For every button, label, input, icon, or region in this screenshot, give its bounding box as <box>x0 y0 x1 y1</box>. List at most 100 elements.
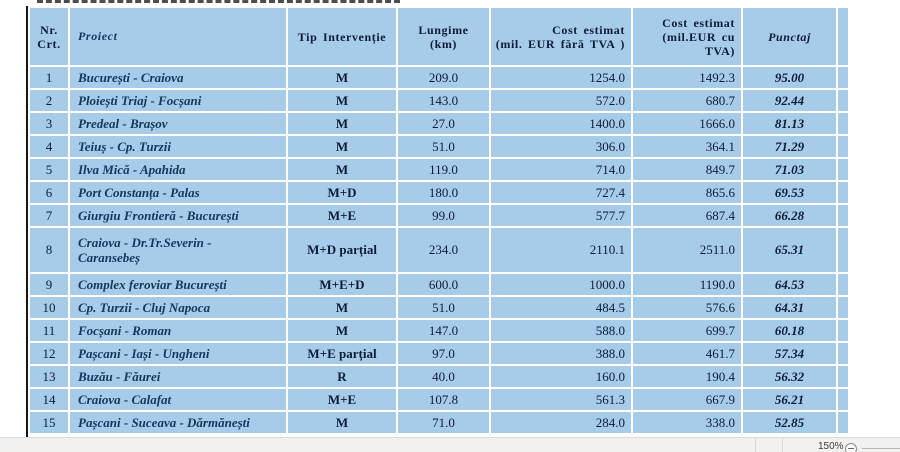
cell-cost2: 1666.0 <box>633 113 741 134</box>
cell-cost1: 160.0 <box>491 366 631 387</box>
cell-extra <box>838 136 848 157</box>
cell-proiect: Ploiești Triaj - Focșani <box>70 90 286 111</box>
cell-cost1: 306.0 <box>491 136 631 157</box>
cell-proiect: Pașcani - Iași - Ungheni <box>70 343 286 364</box>
cell-punctaj: 64.53 <box>743 274 836 295</box>
zoom-level-label[interactable]: 150% <box>818 441 844 452</box>
cell-nr: 10 <box>30 297 68 318</box>
table-header: Nr. Crt. Proiect Tip Intervenție Lungime (km)… <box>30 8 848 65</box>
cell-lungime: 143.0 <box>398 90 489 111</box>
cell-cost1: 561.3 <box>491 389 631 410</box>
status-bar-divider <box>755 438 756 452</box>
cell-cost1: 1254.0 <box>491 67 631 88</box>
cell-tip: M <box>288 297 396 318</box>
cell-tip: M <box>288 67 396 88</box>
cell-proiect: București - Craiova <box>70 67 286 88</box>
cell-extra <box>838 320 848 341</box>
table-row: 3 Predeal - Brașov M 27.0 1400.0 1666.0 81.13 <box>30 113 848 134</box>
cell-proiect: Buzău - Făurei <box>70 366 286 387</box>
cell-extra <box>838 113 848 134</box>
cell-cost2: 1492.3 <box>633 67 741 88</box>
cell-punctaj: 57.34 <box>743 343 836 364</box>
cell-proiect: Pașcani - Suceava - Dărmănești <box>70 412 286 433</box>
cell-tip: R <box>288 366 396 387</box>
table-row: 8 Craiova - Dr.Tr.Severin - Caransebeș M+D… <box>30 228 848 272</box>
cell-extra <box>838 182 848 203</box>
cell-extra <box>838 228 848 272</box>
table-row: 7 Giurgiu Frontieră - București M+E 99.0 577… <box>30 205 848 226</box>
cell-nr: 3 <box>30 113 68 134</box>
cell-punctaj: 69.53 <box>743 182 836 203</box>
cell-extra <box>838 297 848 318</box>
cell-cost1: 484.5 <box>491 297 631 318</box>
cell-extra <box>838 343 848 364</box>
table-row: 5 Ilva Mică - Apahida M 119.0 714.0 849.7 71.0… <box>30 159 848 180</box>
cell-cost1: 1400.0 <box>491 113 631 134</box>
cell-proiect: Cp. Turzii - Cluj Napoca <box>70 297 286 318</box>
header-cost1: Cost estimat (mil. EUR fără TVA ) <box>491 8 631 65</box>
cell-nr: 1 <box>30 67 68 88</box>
status-bar: 150% <box>0 437 900 452</box>
header-nr: Nr. Crt. <box>30 8 68 65</box>
cell-cost2: 576.6 <box>633 297 741 318</box>
cell-punctaj: 65.31 <box>743 228 836 272</box>
table-row: 6 Port Constanța - Palas M+D 180.0 727.4 865.… <box>30 182 848 203</box>
cell-nr: 13 <box>30 366 68 387</box>
table-left-border <box>26 6 28 437</box>
cell-cost1: 714.0 <box>491 159 631 180</box>
cell-lungime: 97.0 <box>398 343 489 364</box>
table-row: 14 Craiova - Calafat M+E 107.8 561.3 667.9 56.… <box>30 389 848 410</box>
cell-nr: 11 <box>30 320 68 341</box>
cell-cost1: 1000.0 <box>491 274 631 295</box>
cell-lungime: 180.0 <box>398 182 489 203</box>
cell-punctaj: 52.85 <box>743 412 836 433</box>
cell-cost2: 364.1 <box>633 136 741 157</box>
header-proiect: Proiect <box>70 8 286 65</box>
cell-lungime: 99.0 <box>398 205 489 226</box>
cell-cost1: 588.0 <box>491 320 631 341</box>
cell-cost2: 667.9 <box>633 389 741 410</box>
cell-lungime: 234.0 <box>398 228 489 272</box>
zoom-out-button[interactable] <box>845 443 857 452</box>
table-row: 12 Pașcani - Iași - Ungheni M+E parțial 97.… <box>30 343 848 364</box>
projects-table: Nr. Crt. Proiect Tip Intervenție Lungime (km)… <box>28 6 850 435</box>
header-extra <box>838 8 848 65</box>
cell-cost2: 338.0 <box>633 412 741 433</box>
table-row: 9 Complex feroviar București M+E+D 600.0 100… <box>30 274 848 295</box>
zoom-slider[interactable] <box>862 448 900 449</box>
cell-cost2: 687.4 <box>633 205 741 226</box>
cell-nr: 14 <box>30 389 68 410</box>
cell-tip: M+E+D <box>288 274 396 295</box>
cell-cost2: 461.7 <box>633 343 741 364</box>
header-lungime: Lungime (km) <box>398 8 489 65</box>
cell-punctaj: 71.03 <box>743 159 836 180</box>
cell-tip: M <box>288 159 396 180</box>
cell-tip: M <box>288 136 396 157</box>
cell-punctaj: 66.28 <box>743 205 836 226</box>
table-row: 4 Teiuș - Cp. Turzii M 51.0 306.0 364.1 71.29 <box>30 136 848 157</box>
table-body: 1 București - Craiova M 209.0 1254.0 1492.3 95… <box>30 67 848 433</box>
cropped-top-rule <box>37 0 400 3</box>
cell-lungime: 600.0 <box>398 274 489 295</box>
cell-nr: 12 <box>30 343 68 364</box>
cell-tip: M+E <box>288 389 396 410</box>
cell-lungime: 40.0 <box>398 366 489 387</box>
cell-punctaj: 56.32 <box>743 366 836 387</box>
cell-tip: M <box>288 90 396 111</box>
cell-punctaj: 92.44 <box>743 90 836 111</box>
cell-extra <box>838 366 848 387</box>
cell-extra <box>838 389 848 410</box>
cell-lungime: 119.0 <box>398 159 489 180</box>
cell-lungime: 147.0 <box>398 320 489 341</box>
cell-cost1: 284.0 <box>491 412 631 433</box>
cell-extra <box>838 159 848 180</box>
cell-proiect: Complex feroviar București <box>70 274 286 295</box>
cell-proiect: Craiova - Dr.Tr.Severin - Caransebeș <box>70 228 286 272</box>
cell-nr: 8 <box>30 228 68 272</box>
table-row: 15 Pașcani - Suceava - Dărmănești M 71.0 284… <box>30 412 848 433</box>
cell-cost2: 849.7 <box>633 159 741 180</box>
cell-extra <box>838 90 848 111</box>
cell-cost2: 190.4 <box>633 366 741 387</box>
table-row: 13 Buzău - Făurei R 40.0 160.0 190.4 56.32 <box>30 366 848 387</box>
